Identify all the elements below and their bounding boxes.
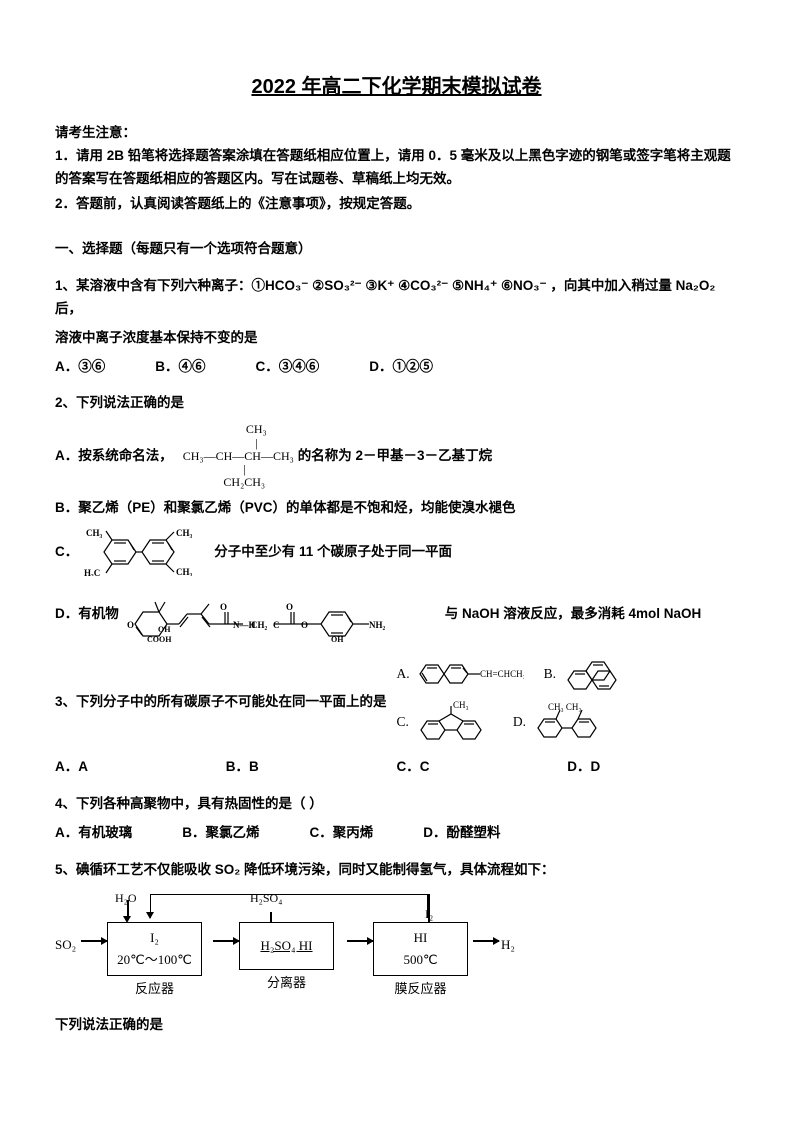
question-4-options: A．有机玻璃 B．聚氯乙烯 C．聚丙烯 D．酚醛塑料 — [55, 822, 738, 845]
q3d-sub: CH₃ CH₃ — [548, 702, 582, 712]
flow-lbl2: 分离器 — [239, 972, 334, 994]
svg-text:O: O — [286, 602, 293, 612]
q2-opt-d: D．有机物 O OH COOH O N—H CH₂ C O O OH — [55, 584, 738, 644]
q3-opt-b: B．B — [226, 756, 397, 779]
q3-opt-c: C．C — [397, 756, 568, 779]
svg-text:O: O — [127, 620, 134, 630]
q2a-bot: CH₂CH₃ — [195, 476, 294, 489]
svg-text:OH: OH — [331, 635, 344, 644]
question-3: 3、下列分子中的所有碳原子不可能处在同一平面上的是 — [55, 691, 387, 714]
q3-img-d: D. CH₃ CH₃ — [513, 700, 630, 744]
q4-opt-b: B．聚氯乙烯 — [182, 822, 259, 845]
flow-box3-top: HI — [382, 927, 459, 949]
q2d-post: 与 NaOH 溶液反应，最多消耗 4mol NaOH — [445, 603, 702, 626]
q2-opt-a: A．按系统命名法， CH₃ | CH₃—CH—CH—CH₃ | CH₂CH₃ 的… — [55, 423, 738, 489]
q2c-r1: CH₃ — [176, 528, 193, 538]
q1-opt-c: C．③④⑥ — [256, 356, 320, 379]
question-2: 2、下列说法正确的是 — [55, 392, 738, 415]
question-3-options: A．A B．B C．C D．D — [55, 756, 738, 779]
q2c-l1: CH₃ — [86, 528, 103, 538]
question-3-row: 3、下列分子中的所有碳原子不可能处在同一平面上的是 A. CH=CHCH₃ B. — [55, 654, 738, 750]
flow-box-2: H₂SO₄ HI — [239, 922, 334, 970]
flow-lbl3: 膜反应器 — [373, 978, 468, 1000]
q2-opt-c: C． CH₃ H₃C CH₃ CH₃ 分子中至少有 11 个碳原子处于同一平面 — [55, 528, 738, 576]
svg-text:O: O — [301, 620, 308, 630]
q2a-mid: CH₃—CH—CH—CH₃ — [183, 450, 294, 463]
q4-opt-a: A．有机玻璃 — [55, 822, 132, 845]
question-1: 1、某溶液中含有下列六种离子：①HCO₃⁻ ②SO₃²⁻ ③K⁺ ④CO₃²⁻ … — [55, 275, 738, 321]
flow-box3-bot: 500℃ — [382, 949, 459, 971]
q3-opt-a: A．A — [55, 756, 226, 779]
flow-lbl1: 反应器 — [107, 978, 202, 1000]
question-4: 4、下列各种高聚物中，具有热固性的是（ ） — [55, 793, 738, 816]
q5-end: 下列说法正确的是 — [55, 1014, 738, 1037]
question-1-options: A．③⑥ B．④⑥ C．③④⑥ D．①②⑤ — [55, 356, 738, 379]
q3-opt-d: D．D — [567, 756, 738, 779]
q1-opt-a: A．③⑥ — [55, 356, 105, 379]
section-1-title: 一、选择题（每题只有一个选项符合题意） — [55, 238, 738, 261]
q2c-l2: H₃C — [84, 568, 100, 576]
q2a-post: 的名称为 2－甲基－3－乙基丁烷 — [298, 445, 492, 468]
q1-opt-b: B．④⑥ — [155, 356, 205, 379]
svg-text:NH₂: NH₂ — [369, 620, 386, 630]
flow-box1-bot: 20℃～100℃ — [116, 949, 193, 971]
q2d-structure: O OH COOH O N—H CH₂ C O O OH NH₂ — [125, 584, 445, 644]
q3-img-c: C. CH₃ — [397, 700, 493, 744]
svg-text:COOH: COOH — [147, 635, 172, 644]
q2a-top: CH₃ — [219, 423, 294, 436]
svg-text:OH: OH — [158, 625, 171, 634]
svg-text:O: O — [220, 602, 227, 612]
q2c-structure: CH₃ H₃C CH₃ CH₃ — [84, 528, 214, 576]
flow-box-1: I₂ 20℃～100℃ — [107, 922, 202, 976]
notice-header: 请考生注意： — [55, 122, 738, 145]
notice-2: 2．答题前，认真阅读答题纸上的《注意事项》，按规定答题。 — [55, 193, 738, 216]
svg-text:C: C — [273, 620, 280, 630]
q1-opt-d: D．①②⑤ — [369, 356, 433, 379]
flow-so2: SO₂ — [55, 934, 76, 956]
q2-opt-b: B．聚乙烯（PE）和聚氯乙烯（PVC）的单体都是不饱和烃，均能使溴水褪色 — [55, 497, 738, 520]
q2d-pre: D．有机物 — [55, 603, 119, 626]
q3a-sub: CH=CHCH₃ — [480, 669, 524, 679]
flow-box1-top: I₂ — [116, 927, 193, 949]
flow-box2-text: H₂SO₄ HI — [260, 938, 312, 953]
q2a-structure: CH₃ | CH₃—CH—CH—CH₃ | CH₂CH₃ — [183, 423, 294, 489]
flow-h2o: H₂O — [115, 888, 137, 908]
flow-box-3: HI 500℃ — [373, 922, 468, 976]
q3-img-a: A. CH=CHCH₃ — [397, 657, 524, 691]
q3-img-b: B. — [544, 654, 620, 694]
exam-title: 2022 年高二下化学期末模拟试卷 — [55, 70, 738, 104]
q5-flowchart: H₂O H₂SO₄ I₂ SO₂ I₂ 20℃～100℃ 反应器 H₂SO₄ H… — [55, 888, 738, 998]
q2c-post: 分子中至少有 11 个碳原子处于同一平面 — [214, 541, 452, 564]
question-1-cont: 溶液中离子浓度基本保持不变的是 — [55, 327, 738, 350]
q2a-pre: A．按系统命名法， — [55, 445, 173, 468]
question-5: 5、碘循环工艺不仅能吸收 SO₂ 降低环境污染，同时又能制得氢气，具体流程如下： — [55, 859, 738, 882]
q3-images: A. CH=CHCH₃ B. — [397, 654, 738, 750]
q4-opt-c: C．聚丙烯 — [310, 822, 374, 845]
svg-text:CH₂: CH₂ — [251, 620, 268, 630]
flow-h2: H₂ — [501, 934, 515, 956]
q2c-pre: C． — [55, 541, 78, 564]
flow-h2so4: H₂SO₄ — [250, 888, 282, 908]
q4-opt-d: D．酚醛塑料 — [423, 822, 500, 845]
q3c-sub: CH₃ — [453, 700, 469, 710]
notice-1: 1．请用 2B 铅笔将选择题答案涂填在答题纸相应位置上，请用 0．5 毫米及以上… — [55, 145, 738, 191]
q2c-r2: CH₃ — [176, 567, 193, 576]
